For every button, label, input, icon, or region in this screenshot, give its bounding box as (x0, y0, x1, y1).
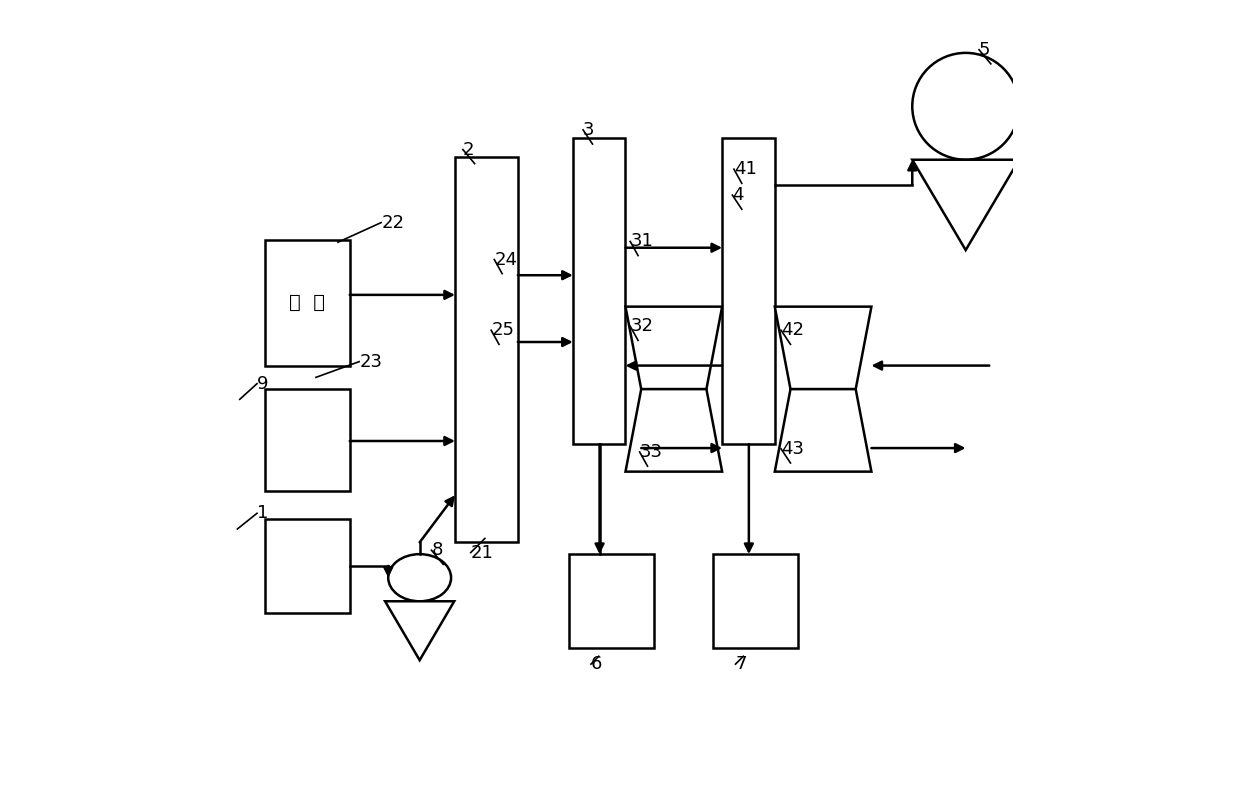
Bar (722, 137, 775, 444)
Text: 6: 6 (591, 655, 603, 673)
Text: 33: 33 (640, 443, 662, 461)
Polygon shape (913, 160, 1019, 250)
Text: 2: 2 (463, 141, 475, 159)
Text: 23: 23 (360, 353, 382, 371)
Polygon shape (775, 389, 872, 472)
Bar (455, 157, 518, 542)
Ellipse shape (388, 554, 451, 601)
Text: 41: 41 (734, 160, 756, 178)
Text: 8: 8 (432, 542, 443, 559)
Text: 4: 4 (733, 186, 744, 204)
Text: 24: 24 (495, 251, 517, 268)
Text: 31: 31 (630, 233, 653, 250)
Text: 7: 7 (735, 655, 746, 673)
Text: 5: 5 (980, 40, 991, 59)
Text: 42: 42 (781, 322, 804, 339)
Bar (265, 518, 350, 613)
Text: 21: 21 (471, 544, 494, 561)
Polygon shape (775, 306, 872, 389)
Bar (713, 554, 797, 649)
Bar (573, 137, 625, 444)
Bar (569, 554, 653, 649)
Bar (265, 389, 350, 491)
Text: 9: 9 (257, 375, 269, 393)
Text: 25: 25 (491, 322, 515, 339)
Bar (265, 240, 350, 365)
Text: 22: 22 (381, 214, 404, 232)
Polygon shape (625, 389, 722, 472)
Text: 热  水: 热 水 (289, 293, 325, 312)
Polygon shape (625, 306, 722, 389)
Text: 3: 3 (583, 121, 594, 139)
Circle shape (913, 53, 1019, 160)
Text: 1: 1 (257, 504, 268, 522)
Text: 32: 32 (630, 318, 653, 335)
Text: 43: 43 (781, 440, 804, 458)
Polygon shape (386, 601, 454, 660)
